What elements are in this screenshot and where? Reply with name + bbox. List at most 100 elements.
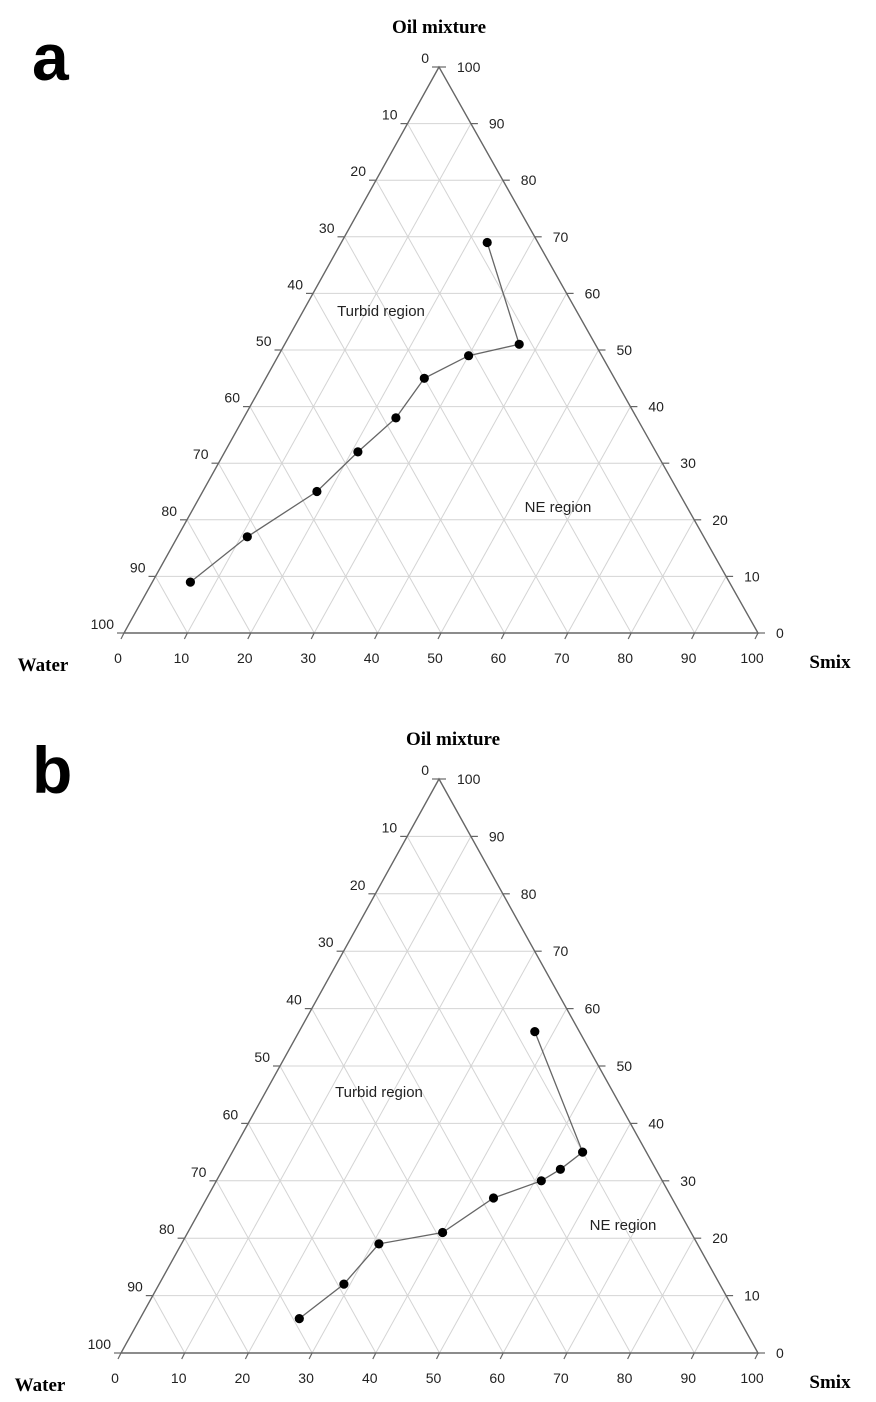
bottom-tick-label: 50 (426, 1370, 442, 1386)
left-tick-label: 50 (256, 333, 272, 349)
left-tick-label: 40 (286, 992, 302, 1008)
panel-letter: a (32, 20, 70, 94)
grid-line (440, 349, 599, 634)
data-point (339, 1279, 349, 1289)
bottom-tick-label: 90 (681, 650, 697, 666)
grid-line (152, 1295, 186, 1354)
left-tick-label: 80 (161, 503, 177, 519)
ternary-chart-a-svg: 0 10 20 30 40 50 60 70 80 90 100010203040506070809… (18, 17, 851, 676)
right-tick-label: 0 (776, 1345, 784, 1361)
grid-line (313, 236, 536, 634)
bottom-tick-label: 0 (111, 1370, 119, 1386)
right-tick-label: 70 (553, 229, 569, 245)
tick-mark (181, 1352, 186, 1360)
left-tick-label: 20 (350, 877, 366, 893)
grid (155, 123, 727, 634)
ternary-chart-b: 0 10 20 30 40 50 60 70 80 90 100 0 10 20 30 40 50 60 70 80 9… (0, 701, 876, 1402)
tick-mark (435, 1352, 441, 1360)
tick-mark (500, 632, 505, 640)
ternary-chart-a: 0 10 20 30 40 50 60 70 80 90 100 0 10 20 30 40 50 60 70 80 9… (18, 17, 851, 676)
tick-mark (564, 632, 569, 640)
grid-line (343, 950, 568, 1354)
grid-line (694, 576, 727, 634)
tick-mark (183, 632, 188, 640)
region-label: NE region (525, 499, 592, 516)
right-tick-label: 10 (744, 568, 760, 584)
tick-mark (754, 1352, 759, 1360)
bottom-tick-label: 40 (364, 650, 380, 666)
left-tick-label: 0 (421, 50, 429, 66)
vertex-label-smix: Smix (809, 652, 851, 673)
grid-line (184, 1237, 249, 1354)
right-tick-label: 30 (680, 1173, 696, 1189)
bottom-tick-label: 100 (740, 1370, 764, 1386)
right-tick-label: 40 (648, 399, 664, 415)
data-point (374, 1239, 384, 1249)
tick-mark (310, 632, 315, 640)
right-tick-label: 30 (680, 455, 696, 471)
grid-line (281, 349, 442, 634)
grid-line (215, 1180, 313, 1354)
right-tick-label: 90 (489, 116, 505, 132)
bottom-tick-label: 50 (427, 650, 443, 666)
right-tick-label: 20 (712, 1230, 728, 1246)
right-tick-label: 10 (744, 1288, 760, 1304)
data-point (242, 532, 252, 542)
data-point (294, 1314, 304, 1324)
left-tick-label: 80 (159, 1221, 175, 1237)
bottom-tick-label: 100 (740, 650, 764, 666)
vertex-label-water: Water (15, 1375, 66, 1396)
left-tick-label: 30 (319, 220, 335, 236)
grid-line (503, 406, 631, 634)
right-tick-label: 40 (648, 1115, 664, 1131)
tick-mark (754, 632, 759, 640)
left-tick-label: 50 (254, 1049, 270, 1065)
tick-mark (690, 1352, 695, 1360)
data-point (578, 1147, 588, 1157)
bottom-tick-label: 40 (362, 1370, 378, 1386)
left-tick-label: 100 (88, 1336, 112, 1352)
data-point (488, 1193, 499, 1203)
right-tick-label: 50 (617, 342, 633, 358)
bottom-tick-label: 60 (491, 650, 507, 666)
vertex-label-oil: Oil mixture (406, 729, 500, 750)
right-tick-label: 50 (617, 1058, 633, 1074)
grid-line (693, 1295, 727, 1354)
tick-labels: 0 10 20 30 40 50 60 70 80 90 100010203040506070809… (88, 762, 784, 1386)
tick-mark (308, 1352, 313, 1360)
bottom-tick-label: 80 (617, 650, 633, 666)
left-tick-label: 0 (421, 762, 429, 778)
region-label: NE region (590, 1217, 657, 1234)
right-tick-label: 20 (712, 512, 728, 528)
tick-mark (437, 632, 442, 640)
bottom-tick-label: 30 (298, 1370, 314, 1386)
data-point (185, 577, 195, 587)
data-point (530, 1027, 540, 1037)
tick-mark (117, 1352, 122, 1360)
bottom-tick-label: 20 (235, 1370, 251, 1386)
right-tick-label: 80 (521, 172, 537, 188)
bottom-tick-label: 10 (174, 650, 190, 666)
grid-line (279, 1065, 440, 1354)
left-tick-label: 70 (193, 446, 209, 462)
tick-mark (247, 632, 252, 640)
grid-line (407, 123, 696, 634)
region-label: Turbid region (335, 1084, 423, 1101)
left-tick-label: 100 (91, 616, 115, 632)
grid-line (247, 1123, 377, 1354)
tick-mark (244, 1352, 249, 1360)
left-tick-label: 10 (382, 819, 398, 835)
data-point (555, 1164, 566, 1174)
grid-line (630, 1237, 695, 1354)
bottom-tick-label: 80 (617, 1370, 633, 1386)
tick-mark (691, 632, 696, 640)
data-point (514, 339, 524, 349)
left-tick-label: 10 (382, 107, 398, 123)
left-tick-label: 70 (191, 1164, 207, 1180)
data-point (391, 413, 401, 423)
grid-line (186, 123, 472, 634)
data-point (482, 237, 492, 248)
grid-line (630, 519, 695, 634)
grid-line (566, 1180, 663, 1354)
left-tick-label: 40 (287, 276, 303, 292)
